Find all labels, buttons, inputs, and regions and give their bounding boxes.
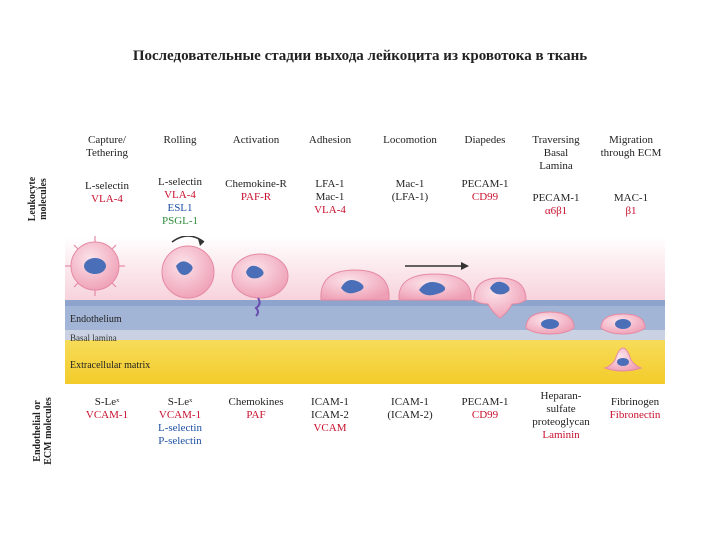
leukocyte-traversing-lamina-2 <box>600 313 646 335</box>
stage-locomotion: Locomotion <box>383 134 437 146</box>
leukocyte-rolling <box>161 236 215 299</box>
leukocyte-molecules-capture: L-selectin VLA-4 <box>85 180 129 205</box>
leukocyte-migration-ecm <box>603 347 643 372</box>
leukocyte-molecules-diapedes: PECAM-1 CD99 <box>461 178 509 203</box>
leukocyte-molecules-activation: Chemokine-R PAF-R <box>225 178 287 203</box>
leukocyte-traversing-lamina <box>525 311 575 335</box>
leukocyte-diapedesis <box>473 277 527 319</box>
endothelial-molecules-diapedes: PECAM-1 CD99 <box>461 396 509 421</box>
extravasation-illustration <box>65 236 665 384</box>
endothelial-molecules-adhesion: ICAM-1 ICAM-2 VCAM <box>311 396 349 434</box>
stage-migration-ecm: Migration through ECM <box>600 134 662 159</box>
endothelial-molecules-label: Endothelial or ECM molecules <box>32 383 54 479</box>
basal-lamina-layer <box>65 330 665 340</box>
endothelial-molecules-capture: S-Leˣ VCAM-1 <box>85 396 129 421</box>
endothelial-molecules-activation: Chemokines PAF <box>228 396 284 421</box>
side-label-line: molecules <box>38 178 49 220</box>
extracellular-matrix-layer <box>65 340 665 384</box>
page-title: Последовательные стадии выхода лейкоцита… <box>132 48 588 64</box>
leukocyte-molecules-traversing: PECAM-1 α6β1 <box>532 192 580 217</box>
endothelium-label: Endothelium <box>70 314 122 325</box>
leukocyte-adhesion <box>320 269 390 301</box>
leukocyte-molecules-adhesion: LFA-1 Mac-1 VLA-4 <box>314 178 346 216</box>
leukocyte-molecules-rolling: L-selectin VLA-4 ESL1 PSGL-1 <box>158 176 202 227</box>
leukocyte-capture <box>65 236 125 296</box>
extracellular-matrix-label: Extracellular matrix <box>70 360 151 371</box>
leukocyte-molecules-locomotion: Mac-1 (LFA-1) <box>391 178 429 203</box>
stage-diapedes: Diapedes <box>464 134 506 146</box>
basal-lamina-label: Basal lamina <box>70 333 117 343</box>
stage-activation: Activation <box>232 134 280 146</box>
side-label-line: Leukocyte <box>27 176 38 222</box>
side-label-line: ECM molecules <box>43 397 54 465</box>
leukocyte-activation <box>231 253 289 317</box>
endothelial-molecules-rolling: S-Leˣ VCAM-1 L-selectin P-selectin <box>158 396 202 447</box>
leukocyte-locomotion <box>398 262 472 301</box>
endothelial-molecules-locomotion: ICAM-1 (ICAM-2) <box>387 396 433 421</box>
stage-traversing-basal-lamina: Traversing Basal Lamina <box>532 134 580 172</box>
stage-adhesion: Adhesion <box>308 134 352 146</box>
side-label-line: Endothelial or <box>32 400 43 462</box>
ecm-molecules-traversing: Heparan- sulfate proteoglycan Laminin <box>532 390 590 441</box>
stage-capture-tethering: Capture/Tethering <box>86 134 128 159</box>
leukocyte-molecules-label: Leukocyte molecules <box>27 159 49 239</box>
stage-rolling: Rolling <box>163 134 197 146</box>
leukocyte-molecules-migration: MAC-1 β1 <box>613 192 649 217</box>
ecm-molecules-migration: Fibrinogen Fibronectin <box>609 396 661 421</box>
